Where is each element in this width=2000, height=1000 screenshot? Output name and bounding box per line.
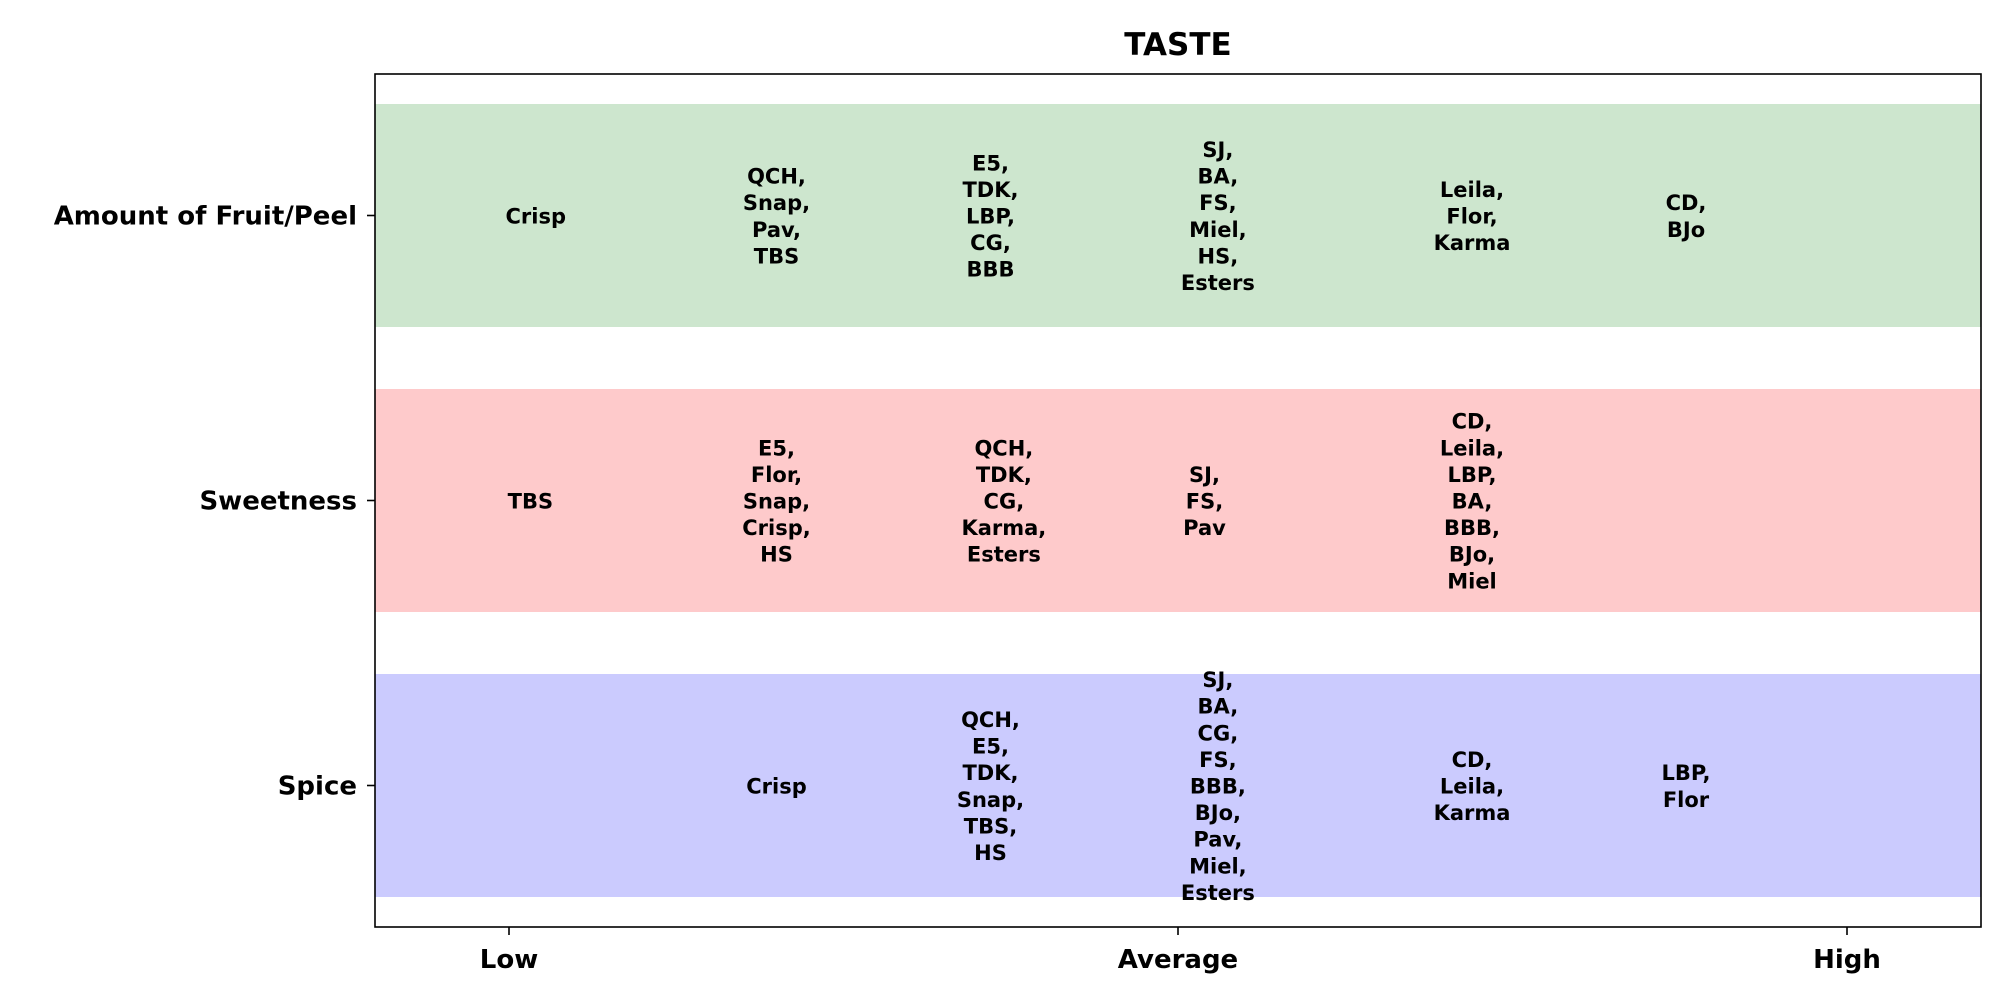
chart-title: TASTE xyxy=(1124,27,1231,63)
cell-item: CG, xyxy=(1198,721,1239,745)
cell-item: E5, xyxy=(972,151,1009,175)
y-axis: Amount of Fruit/Peel Sweetness Spice xyxy=(54,202,375,802)
cell-item: CG, xyxy=(970,231,1011,255)
cell-item: QCH, xyxy=(974,436,1033,460)
cell-item: Karma xyxy=(1434,801,1511,825)
x-axis: Low Average High xyxy=(480,927,1881,975)
cell-2-0: Crisp xyxy=(746,775,807,799)
cell-item: Miel, xyxy=(1189,854,1247,878)
cell-item: BA, xyxy=(1198,165,1239,189)
cell-item: CD, xyxy=(1452,410,1493,434)
cell-item: Esters xyxy=(1181,271,1255,295)
cell-item: CG, xyxy=(984,490,1025,514)
cell-item: QCH, xyxy=(961,708,1020,732)
y-tick-label-0: Amount of Fruit/Peel xyxy=(54,202,357,232)
band-1 xyxy=(375,389,1981,612)
cell-1-0: TBS xyxy=(508,490,553,514)
cell-item: BBB, xyxy=(1444,516,1500,540)
band-0 xyxy=(375,104,1981,327)
cell-item: LBP, xyxy=(966,205,1015,229)
cell-item: HS xyxy=(760,543,793,567)
cell-item: TDK, xyxy=(976,463,1032,487)
bands-layer xyxy=(375,104,1981,897)
cell-item: E5, xyxy=(972,735,1009,759)
cell-item: BJo, xyxy=(1449,543,1495,567)
cell-item: SJ, xyxy=(1189,463,1220,487)
cell-item: Leila, xyxy=(1440,436,1504,460)
cell-item: TBS, xyxy=(964,814,1017,838)
cell-item: LBP, xyxy=(1662,761,1711,785)
cell-item: Flor, xyxy=(751,463,802,487)
cell-item: QCH, xyxy=(747,165,806,189)
cells-layer: CrispQCH,Snap,Pav,TBSE5,TDK,LBP,CG,BBBSJ… xyxy=(506,138,1711,905)
cell-item: HS xyxy=(974,841,1007,865)
cell-0-0: Crisp xyxy=(506,205,567,229)
cell-2-3: CD, Leila,Karma xyxy=(1434,748,1511,825)
cell-item: HS, xyxy=(1198,244,1239,268)
cell-item: Leila, xyxy=(1440,178,1504,202)
cell-item: FS, xyxy=(1199,748,1236,772)
cell-item: Miel xyxy=(1447,569,1497,593)
x-tick-label-0: Low xyxy=(480,945,538,975)
cell-item: Pav, xyxy=(1193,828,1242,852)
cell-item: TBS xyxy=(508,490,553,514)
cell-item: TDK, xyxy=(962,761,1018,785)
cell-item: CD, xyxy=(1452,748,1493,772)
cell-item: Pav xyxy=(1183,516,1226,540)
cell-item: Leila, xyxy=(1440,775,1504,799)
cell-item: LBP, xyxy=(1448,463,1497,487)
cell-item: SJ, xyxy=(1202,668,1233,692)
cell-item: TDK, xyxy=(962,178,1018,202)
cell-0-2: E5, TDK, LBP,CG, BBB xyxy=(962,151,1018,281)
cell-item: BBB, xyxy=(1190,775,1246,799)
cell-1-1: E5, Flor, Snap,Crisp, HS xyxy=(742,436,810,566)
cell-item: Flor, xyxy=(1446,205,1497,229)
cell-item: BA, xyxy=(1452,490,1493,514)
cell-2-1: QCH, E5,TDK, Snap,TBS, HS xyxy=(957,708,1024,865)
cell-item: Snap, xyxy=(743,191,810,215)
cell-2-4: LBP, Flor xyxy=(1662,761,1711,812)
cell-item: Snap, xyxy=(957,788,1024,812)
cell-item: Crisp, xyxy=(742,516,810,540)
cell-item: Crisp xyxy=(506,205,567,229)
cell-item: Karma, xyxy=(961,516,1046,540)
cell-item: Karma xyxy=(1434,231,1511,255)
cell-item: Esters xyxy=(967,543,1041,567)
cell-item: Snap, xyxy=(743,490,810,514)
cell-item: BA, xyxy=(1198,695,1239,719)
cell-item: FS, xyxy=(1186,490,1223,514)
x-tick-label-2: High xyxy=(1813,945,1881,975)
cell-item: SJ, xyxy=(1202,138,1233,162)
cell-item: E5, xyxy=(758,436,795,460)
band-2 xyxy=(375,674,1981,897)
cell-0-4: Leila, Flor,Karma xyxy=(1434,178,1511,255)
cell-item: Miel, xyxy=(1189,218,1247,242)
cell-item: TBS xyxy=(754,244,799,268)
cell-0-5: CD, BJo xyxy=(1666,191,1707,242)
cell-item: Esters xyxy=(1181,881,1255,905)
cell-1-4: CD,Leila, LBP, BA,BBB, BJo,Miel xyxy=(1440,410,1504,594)
cell-item: BJo xyxy=(1667,218,1705,242)
cell-1-2: QCH, TDK, CG,Karma, Esters xyxy=(961,436,1046,566)
cell-item: BJo, xyxy=(1195,801,1241,825)
cell-item: Flor xyxy=(1663,788,1710,812)
cell-0-3: SJ, BA,FS, Miel,HS, Esters xyxy=(1181,138,1255,295)
cell-item: Pav, xyxy=(752,218,801,242)
cell-item: CD, xyxy=(1666,191,1707,215)
y-tick-label-2: Spice xyxy=(278,772,357,802)
cell-2-2: SJ, BA,CG, FS, BBB,BJo, Pav,Miel, Esters xyxy=(1181,668,1255,905)
cell-1-3: SJ, FS,Pav xyxy=(1183,463,1226,540)
cell-item: BBB xyxy=(966,258,1014,282)
y-tick-label-1: Sweetness xyxy=(199,487,357,517)
cell-0-1: QCH,Snap, Pav,TBS xyxy=(743,165,810,269)
cell-item: Crisp xyxy=(746,775,807,799)
cell-item: FS, xyxy=(1199,191,1236,215)
x-tick-label-1: Average xyxy=(1118,945,1238,975)
